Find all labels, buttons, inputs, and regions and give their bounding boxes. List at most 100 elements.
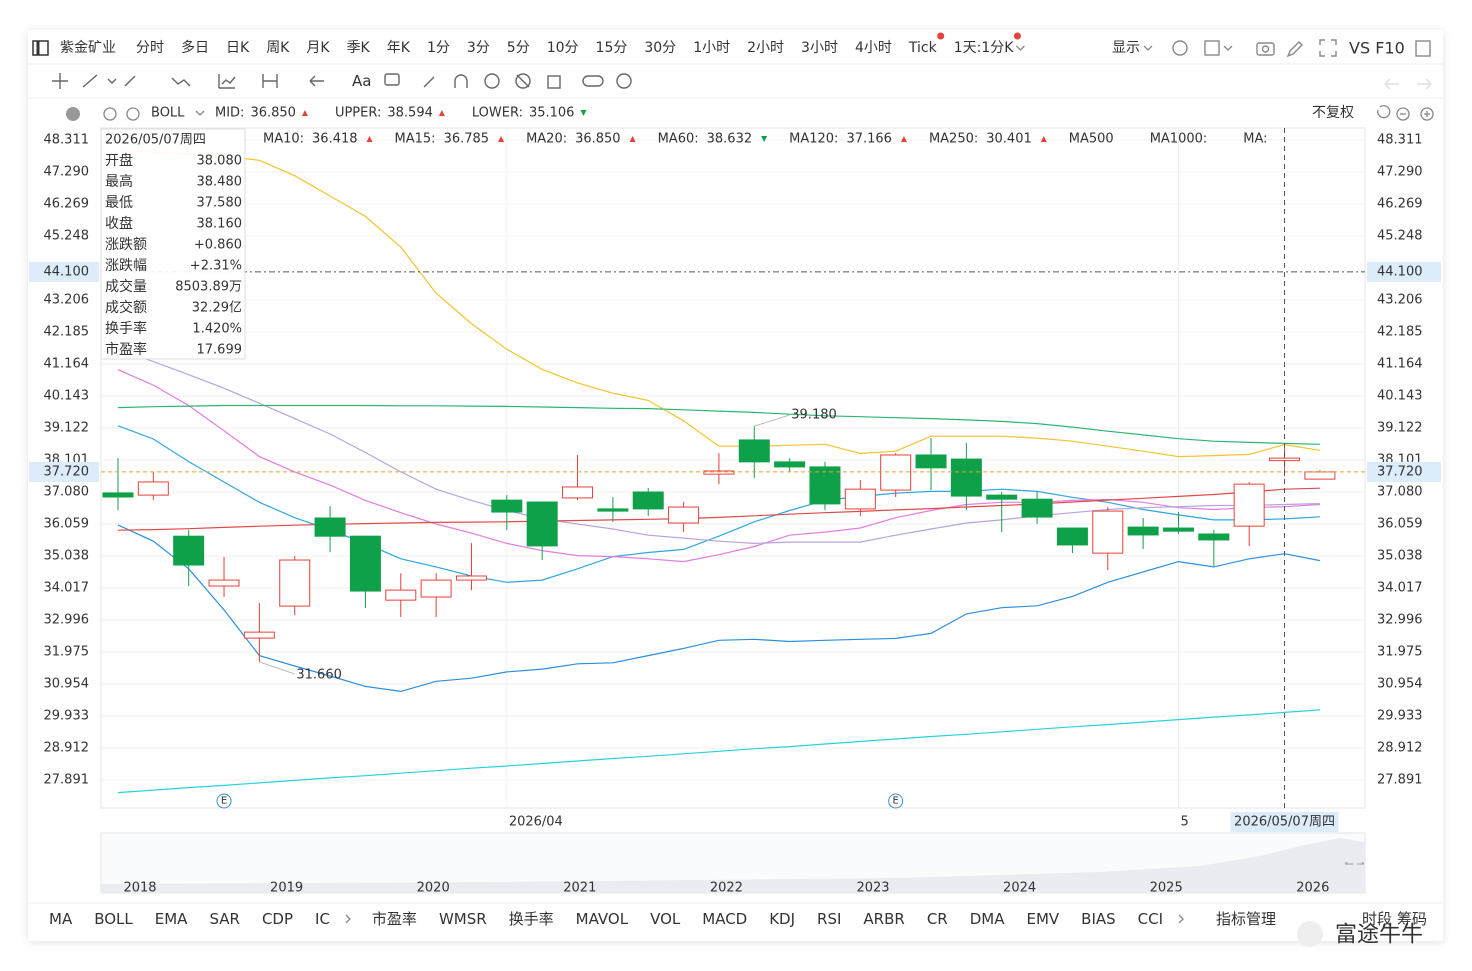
period-tab[interactable]: 多日 [181,39,209,56]
period-tab[interactable]: 季K [347,40,371,56]
last-price-label: 37.720 [44,464,90,479]
y-tick-label-right: 48.311 [1377,132,1423,147]
period-tab[interactable]: 分时 [136,40,164,56]
zoom-in-icon[interactable] [1420,107,1434,121]
indicator-tab[interactable]: SAR [209,910,239,928]
indicator-tab[interactable]: RSI [817,910,841,928]
y-tick-label: 41.164 [44,356,90,371]
chevron [1223,45,1233,51]
period-tab[interactable]: 年K [387,40,411,56]
move-tool[interactable] [52,73,68,89]
indicator-tab[interactable]: VOL [650,910,681,928]
adjust-mode[interactable]: 不复权 [1312,104,1354,121]
panel-icon[interactable] [32,40,49,56]
indicator-tab[interactable]: MA [49,910,73,928]
indicator-tab[interactable]: BOLL [94,910,133,928]
navigator-arrows[interactable] [1344,861,1365,865]
collapse-icon[interactable] [66,107,80,121]
reset-icon[interactable] [1377,105,1391,119]
period-tab[interactable]: 10分 [547,40,579,56]
indicator-tab[interactable]: MAVOL [576,910,629,928]
period-tab[interactable]: 1小时 [693,40,730,56]
period-tab[interactable]: 15分 [596,40,628,56]
y-tick-label-right: 41.164 [1377,356,1423,371]
camera-icon[interactable] [1256,42,1275,56]
redo-icon[interactable] [1417,78,1432,90]
fib-tool[interactable] [218,74,236,89]
indicator-tab[interactable]: DMA [970,910,1005,928]
navigator-label: 2019 [270,881,303,896]
indicator-tab[interactable]: ARBR [863,910,904,928]
indicator-tab[interactable]: 换手率 [509,910,554,928]
indicator-tab[interactable]: WMSR [439,910,487,928]
arrow-tool[interactable] [309,75,324,87]
magnet-tool[interactable] [454,74,468,88]
period-tab[interactable]: 5分 [507,40,530,56]
line-tool[interactable] [82,74,98,88]
period-tab[interactable]: 3小时 [801,40,838,56]
stock-name[interactable]: 紫金矿业 [60,40,116,56]
hide-tool[interactable] [515,73,531,89]
close-icon[interactable] [126,107,140,121]
ray-tool[interactable] [107,75,136,87]
period-tab[interactable]: 30分 [644,40,676,56]
sidebar-icon[interactable] [1415,40,1431,57]
period-tab[interactable]: 月K [306,40,330,56]
candle-body [1233,483,1265,527]
period-tab[interactable]: 4小时 [855,40,892,56]
indicator-tab[interactable]: BIAS [1081,910,1116,928]
y-tick-label-right: 43.206 [1377,292,1423,307]
indicator-tab[interactable]: EMA [155,910,188,928]
display-menu[interactable]: 显示 [1112,40,1140,56]
pen-icon[interactable] [1286,41,1303,58]
candle-body [774,461,806,468]
y-tick-label-right: 47.290 [1377,164,1423,179]
indicator-tab[interactable]: KDJ [769,910,795,928]
indicator-name[interactable]: BOLL [151,106,185,121]
last-price-box [1367,461,1441,482]
period-tab[interactable]: 1分 [427,40,450,56]
indicator-tab[interactable]: EMV [1026,910,1059,928]
brush-tool[interactable] [423,76,435,88]
settings-icon[interactable] [103,107,117,121]
f10-button[interactable]: VS F10 [1349,39,1405,58]
event-marker[interactable] [888,793,904,809]
tool-settings[interactable] [616,73,632,89]
period-tab[interactable]: 日K [226,40,250,56]
wave-tool[interactable] [171,77,191,87]
time-range[interactable]: 时段 [1362,910,1392,928]
indicator-tab[interactable]: CDP [262,910,293,928]
trend-up [301,110,308,116]
info-label: 市盈率 [105,341,147,358]
indicator-tab[interactable]: IC [315,910,330,928]
font-tool[interactable]: Aa [352,72,371,90]
indicator-tab[interactable]: 市盈率 [372,910,417,928]
delete-tool[interactable] [547,75,561,89]
period-tab[interactable]: 3分 [467,40,490,56]
event-marker[interactable] [216,793,232,809]
measure-tool[interactable] [262,74,278,88]
period-tab[interactable]: 1天:1分K [954,40,1015,56]
indicator-manage[interactable]: 指标管理 [1216,910,1276,928]
plot-frame [100,127,1366,809]
zoom-out-icon[interactable] [1396,107,1410,121]
boll-legend-name: UPPER: [335,106,381,121]
layout-icon[interactable] [1204,40,1220,56]
card [28,30,1443,941]
sync-tool[interactable] [484,73,500,89]
indicator-tab[interactable]: CR [927,910,948,928]
period-tab[interactable]: 2小时 [747,40,784,56]
indicator-tab[interactable]: MACD [702,910,747,928]
period-tab[interactable]: 周K [266,40,290,56]
y-tick-label: 42.185 [44,324,90,339]
period-tab[interactable]: Tick [908,40,938,56]
settings-icon[interactable] [1172,40,1188,56]
info-value: +0.860 [194,238,242,253]
link-tool[interactable] [582,75,604,87]
chips[interactable]: 筹码 [1397,910,1427,928]
fullscreen-icon[interactable] [1319,39,1337,57]
indicator-tab[interactable]: CCI [1138,910,1163,928]
y-tick-label: 47.290 [44,164,90,179]
note-tool[interactable] [384,73,400,86]
undo-icon[interactable] [1384,78,1399,90]
